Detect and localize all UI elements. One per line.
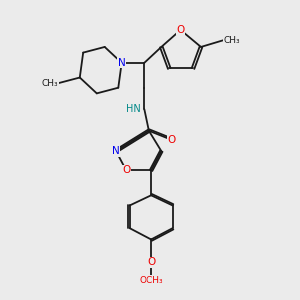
Text: CH₃: CH₃: [224, 36, 240, 45]
Text: N: N: [118, 58, 126, 68]
Text: O: O: [176, 25, 185, 35]
Text: O: O: [122, 165, 130, 176]
Text: OCH₃: OCH₃: [139, 276, 163, 285]
Text: HN: HN: [126, 104, 140, 114]
Text: O: O: [147, 257, 155, 267]
Text: O: O: [167, 135, 175, 145]
Text: N: N: [112, 146, 120, 156]
Text: CH₃: CH₃: [42, 79, 58, 88]
